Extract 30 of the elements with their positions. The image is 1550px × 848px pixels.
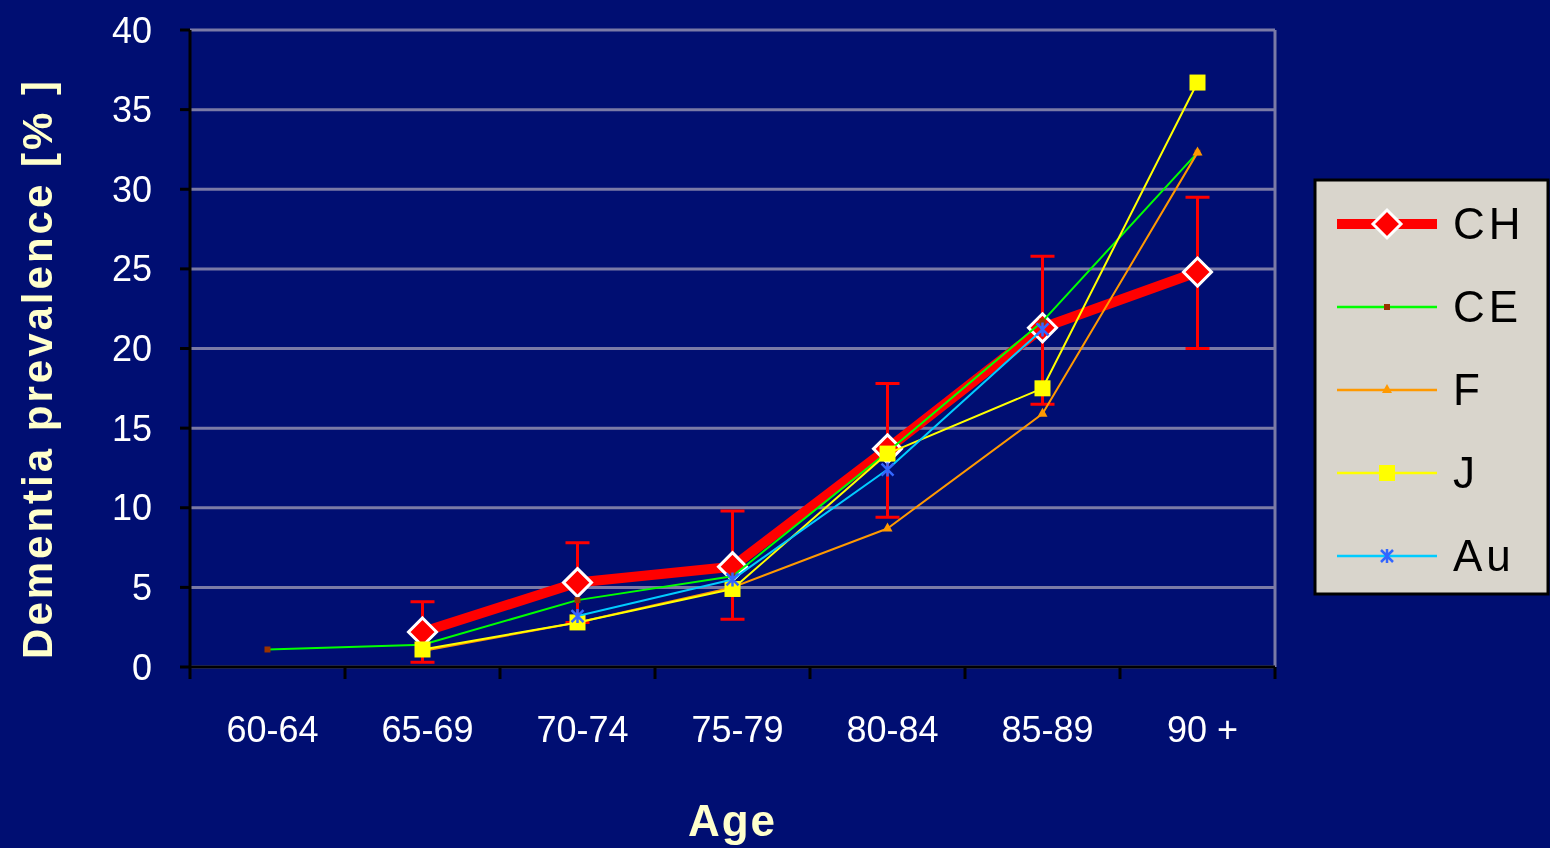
legend-label: J	[1453, 448, 1479, 498]
legend-label: Au	[1453, 531, 1515, 581]
x-tick-label: 80-84	[846, 709, 939, 750]
y-tick-label: 20	[111, 328, 152, 370]
point	[562, 567, 593, 599]
x-tick-label: 70-74	[536, 709, 629, 750]
legend-label: F	[1453, 365, 1484, 415]
y-tick-label: 10	[111, 487, 152, 529]
point	[1189, 74, 1206, 91]
x-tick-label: 85-89	[1001, 709, 1094, 750]
y-tick-label: 40	[111, 9, 152, 51]
point	[882, 522, 893, 532]
point	[414, 641, 431, 658]
y-tick-label: 25	[111, 248, 152, 290]
y-axis-title: Dementia prevalence [% ]	[14, 78, 61, 659]
x-axis-title: Age	[687, 796, 778, 845]
y-tick-label: 15	[111, 407, 152, 449]
x-tick-label: 75-79	[691, 709, 784, 750]
y-tick-label: 35	[111, 89, 152, 131]
y-tick-label: 0	[131, 646, 152, 688]
point	[1037, 407, 1048, 417]
legend-label: CE	[1453, 282, 1523, 332]
y-tick-label: 5	[131, 566, 152, 608]
y-tick-label: 30	[111, 168, 152, 210]
x-tick-label: 65-69	[381, 709, 474, 750]
point	[1034, 380, 1051, 397]
legend-label: CH	[1453, 199, 1525, 249]
x-tick-label: 90 +	[1166, 709, 1239, 750]
x-tick-label: 60-64	[226, 709, 319, 750]
point	[1182, 256, 1213, 288]
